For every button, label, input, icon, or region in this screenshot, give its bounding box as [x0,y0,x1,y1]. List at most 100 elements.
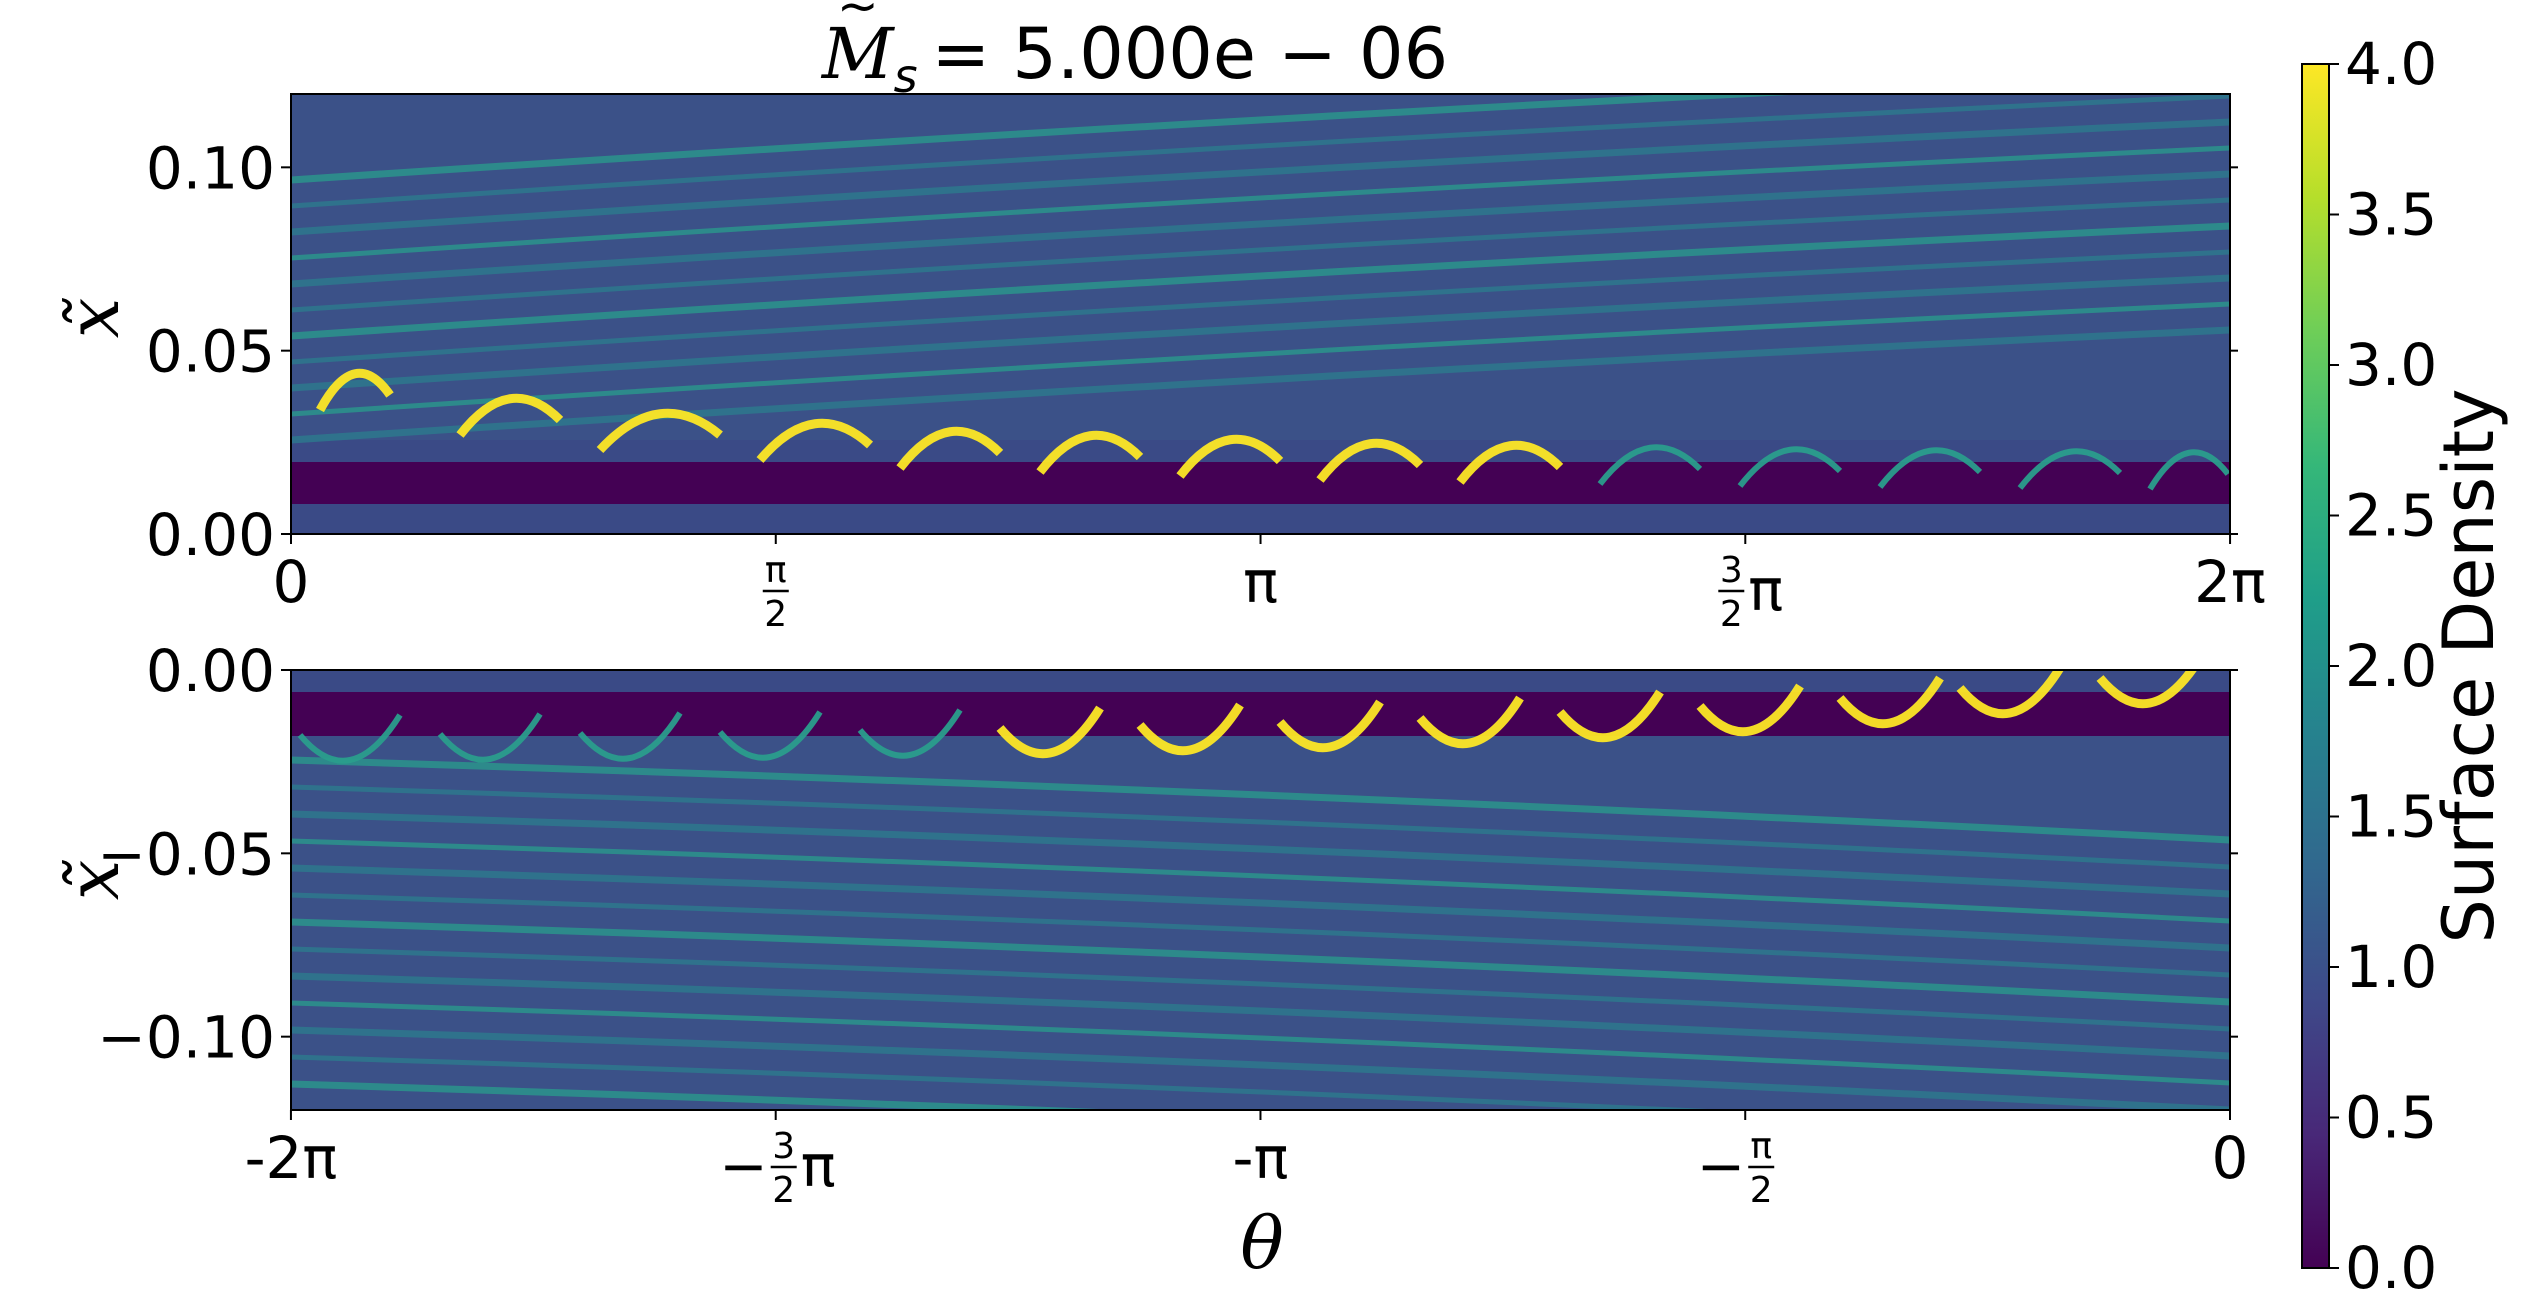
x-tick-label-numerator: 3 [1720,550,1743,591]
bottom-density-crest [577,711,683,762]
x-tick-label-numerator: π [1750,1126,1772,1167]
top-heatmap [291,94,2230,534]
colorbar-tick-label: 2.5 [2345,482,2437,550]
top-density-streak [291,94,1809,184]
top-density-streak [291,249,2230,365]
x-tick-label: -2π [245,1124,338,1192]
bottom-density-crest [1696,683,1804,737]
bottom-panel: 0.00−0.05−0.10 -2π −32 π -π − π2 0 x̃ θ [51,637,2248,1285]
bottom-density-streak [291,1054,1730,1110]
x-tick-label-denominator: 2 [1720,594,1743,635]
colorbar-tick-label: 1.0 [2345,933,2437,1001]
colorbar-tick-label: 3.0 [2345,331,2437,399]
colorbar-ticks: 0.0 0.5 1.0 1.5 2.0 2.5 3.0 3.5 4.0 [2329,30,2437,1302]
x-tick-label-denominator: 2 [1750,1170,1773,1211]
y-tick-label: 0.05 [146,318,275,386]
colorbar-tick-label: 4.0 [2345,30,2437,98]
bottom-x-ticks: -2π −32 π -π − π2 0 [245,1110,2249,1211]
bottom-density-streak [291,918,2230,1006]
x-tick-label-numerator: π [765,550,787,591]
x-tick-label-fraction: −32 π [719,1126,836,1211]
x-tick-label: 0 [2212,1124,2249,1192]
top-panel: 0.100.050.00 0 π2 π 32 π 2π x̃ [51,93,2266,635]
top-density-crest [756,418,874,463]
x-tick-label: 2π [2194,548,2266,616]
title-symbol: M [820,13,896,95]
bottom-density-streak [291,756,2230,844]
top-density-crest [596,408,723,454]
top-density-crest [896,426,1004,471]
top-density-streak [291,94,2230,209]
y-tick-label: 0.00 [146,637,275,705]
top-density-crest [1597,444,1703,486]
bottom-gap-band [291,692,2230,736]
bottom-density-crest [1276,699,1384,753]
colorbar-tick-label: 2.0 [2345,632,2437,700]
x-tick-label-denominator: 2 [772,1170,795,1211]
x-tick-label-fraction: 32 π [1718,550,1783,635]
y-tick-label: 0.10 [146,134,275,202]
bottom-density-crest [996,705,1104,759]
bottom-density-crest [857,708,963,759]
colorbar-bar [2301,63,2330,1269]
bottom-density-crest [717,710,823,761]
top-density-crest [1737,446,1843,488]
top-density-streak [291,145,2230,261]
top-density-crest [1176,434,1284,479]
colorbar: 0.0 0.5 1.0 1.5 2.0 2.5 3.0 3.5 4.0 Surface Dens… [2301,30,2510,1302]
bottom-density-streak [291,892,2230,978]
top-density-streak [291,222,2230,340]
bottom-density-crest [297,713,403,764]
y-tick-label: 0.00 [146,501,275,569]
colorbar-tick-label: 0.5 [2345,1084,2437,1152]
top-density-streak [291,326,2230,444]
top-density-crest [1877,447,1983,489]
colorbar-label: Surface Density [2428,388,2510,943]
top-density-crest [456,393,564,438]
bottom-density-streak [291,946,2230,1032]
y-tick-label: −0.05 [97,820,275,888]
bottom-density-streak [291,810,2230,898]
top-density-crest [1456,440,1564,485]
chart-title: Ms = 5.000e − 06 [820,13,1448,103]
bottom-density-streak [291,972,2230,1060]
top-x-ticks: 0 π2 π 32 π 2π [273,534,2266,635]
top-y-ticks: 0.10 0.05 0.00 [146,134,2238,569]
bottom-density-crest [1556,689,1664,743]
x-tick-label-denominator: 2 [764,594,787,635]
colorbar-tick-label: 0.0 [2345,1234,2437,1302]
bottom-y-axis-label: x̃ [51,860,135,901]
y-tick-label: −0.10 [97,1004,275,1072]
top-density-streak [291,118,2230,236]
title-tilde: ~ [837,0,879,35]
top-density-crest [1036,430,1144,475]
colorbar-tick-label: 3.5 [2345,181,2437,249]
bottom-density-streak [291,784,2230,870]
x-tick-label-prefix: − [719,1132,768,1200]
bottom-density-streak [291,1080,1125,1110]
x-tick-label-suffix: π [801,1132,836,1200]
top-density-streak [291,301,2230,417]
top-y-axis-label: x̃ [51,298,135,339]
x-axis-label: θ [1240,1201,1283,1285]
colorbar-tick-label: 1.5 [2345,783,2437,851]
title-value: = 5.000e − 06 [932,13,1449,95]
bottom-density-crest [1956,670,2064,719]
bottom-density-crest [437,712,543,763]
x-tick-label: 0 [273,548,310,616]
bottom-density-crest [1416,695,1524,749]
top-density-crest [1316,438,1424,483]
x-tick-label-fraction: − π2 [1697,1126,1775,1211]
bottom-density-streak [291,838,2230,924]
top-gap-band [291,462,2230,504]
top-density-crest [316,368,394,413]
title-subscript: s [894,49,918,103]
top-density-crest [2147,449,2230,491]
bottom-density-streak [291,864,2230,952]
x-tick-label: π [1243,548,1278,616]
x-tick-label: -π [1233,1124,1289,1192]
bottom-density-crest [2096,670,2198,709]
bottom-heatmap [291,670,2230,1110]
bottom-density-streak [291,1026,2230,1110]
